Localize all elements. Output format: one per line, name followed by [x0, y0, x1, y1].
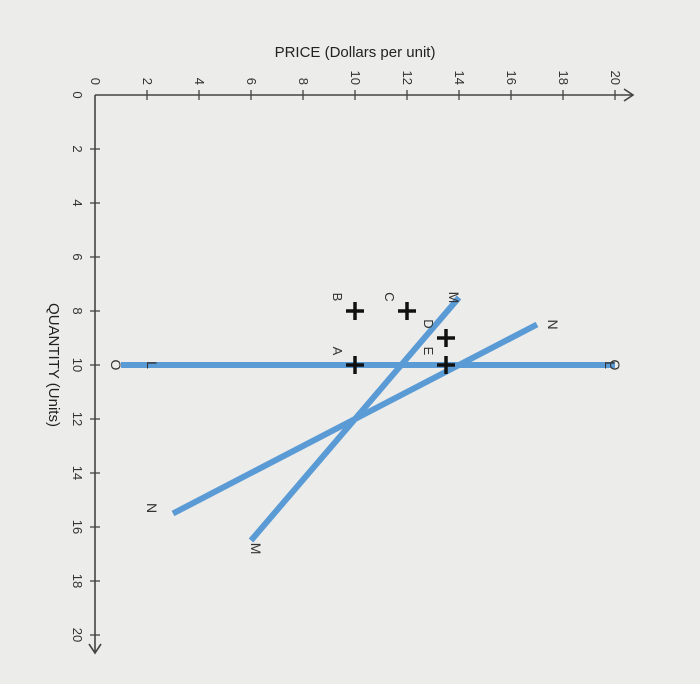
curve-label-m: M — [248, 543, 264, 555]
y-tick-label: 12 — [400, 71, 415, 85]
x-tick-label: 4 — [70, 199, 85, 206]
point-label-b: B — [330, 293, 345, 302]
curve-label-o: O — [108, 360, 124, 371]
y-axis-arrow — [623, 88, 635, 102]
y-tick-label: 2 — [140, 78, 155, 85]
curve-label-n: N — [144, 503, 160, 513]
y-tick-label: 6 — [244, 78, 259, 85]
x-tick-label: 2 — [70, 145, 85, 152]
x-tick-label: 12 — [70, 412, 85, 426]
x-tick-label: 14 — [70, 466, 85, 480]
ticks: 0 2 4 6 8 10 12 14 16 18 20 0 2 4 6 8 10 12 14 16 18 20 — [70, 71, 623, 643]
point-markers — [346, 302, 455, 374]
x-tick-label: 0 — [70, 91, 85, 98]
y-tick-label: 0 — [88, 78, 103, 85]
series-line-n — [171, 321, 539, 517]
x-tick-label: 8 — [70, 307, 85, 314]
y-tick-label: 10 — [348, 71, 363, 85]
point-label-c: C — [382, 292, 397, 301]
x-tick-label: 20 — [70, 628, 85, 642]
point-label-a: A — [330, 347, 345, 356]
curve-label-n: N — [545, 319, 561, 329]
y-axis-title: PRICE (Dollars per unit) — [275, 44, 436, 61]
x-tick-label: 16 — [70, 520, 85, 534]
y-tick-label: 8 — [296, 78, 311, 85]
y-tick-label: 14 — [452, 71, 467, 85]
y-tick-label: 18 — [556, 71, 571, 85]
labels: L L M M N N O O A B C D E — [108, 292, 623, 555]
rotated-plot-area: 0 2 4 6 8 10 12 14 16 18 20 0 2 4 6 8 10 12 14 16 18 20 L L M M N… — [45, 44, 635, 655]
curve-label-m: M — [446, 292, 462, 304]
x-tick-label: 18 — [70, 574, 85, 588]
axes — [88, 88, 635, 655]
y-tick-label: 16 — [504, 71, 519, 85]
curve-label-l: L — [602, 361, 618, 369]
curve-label-l: L — [144, 361, 160, 369]
y-tick-label: 4 — [192, 78, 207, 85]
curve-label-o: O — [607, 360, 623, 371]
point-label-d: D — [421, 319, 436, 328]
point-label-e: E — [421, 347, 436, 356]
series-lines — [121, 295, 615, 543]
x-axis-arrow — [88, 643, 102, 655]
y-tick-label: 20 — [608, 71, 623, 85]
x-tick-label: 10 — [70, 358, 85, 372]
x-tick-label: 6 — [70, 253, 85, 260]
x-axis-title: QUANTITY (Units) — [45, 303, 62, 427]
